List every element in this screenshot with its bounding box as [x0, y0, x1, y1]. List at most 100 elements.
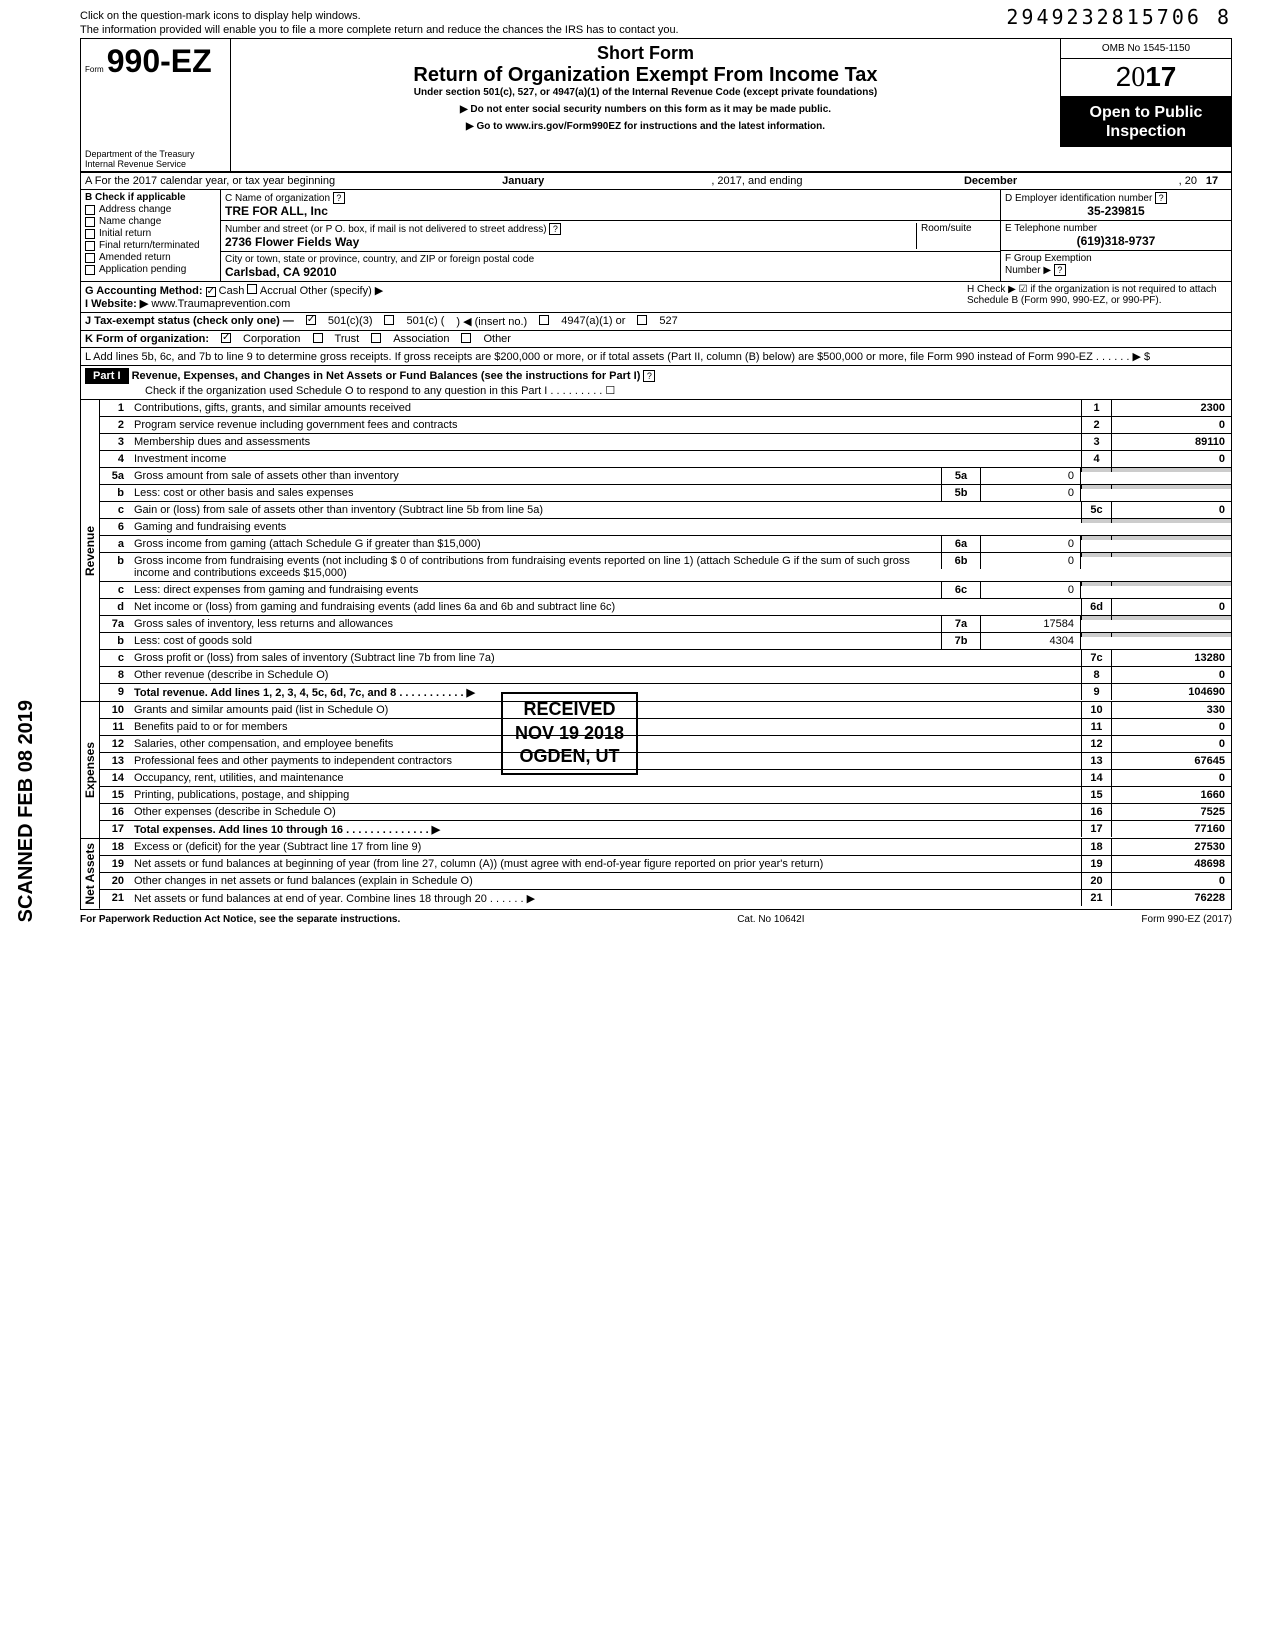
line-desc: Less: direct expenses from gaming and fu… — [130, 582, 941, 598]
cb-accrual[interactable] — [247, 284, 257, 294]
line-c: cGross profit or (loss) from sales of in… — [100, 650, 1231, 667]
barcode: 2949232815706 8 — [1006, 5, 1232, 29]
cb-name[interactable]: Name change — [85, 216, 216, 227]
line-4: 4Investment income40 — [100, 451, 1231, 468]
begin-month: January — [335, 175, 711, 187]
k-corp: Corporation — [243, 333, 300, 345]
line-11: 11Benefits paid to or for members110 — [100, 719, 1231, 736]
checkbox-icon[interactable] — [85, 205, 95, 215]
box-num: 17 — [1081, 821, 1111, 837]
checkbox-icon[interactable] — [85, 241, 95, 251]
part-1-label: Part I — [85, 368, 129, 384]
sub-val: 4304 — [981, 633, 1081, 649]
j-501c3: 501(c)(3) — [328, 315, 373, 328]
line-desc: Net income or (loss) from gaming and fun… — [130, 599, 1081, 615]
line-num: 13 — [100, 753, 130, 769]
dept-left: Department of the Treasury Internal Reve… — [81, 147, 231, 171]
line-num: 6 — [100, 519, 130, 535]
amount — [1111, 582, 1231, 586]
cb-cash[interactable] — [206, 287, 216, 297]
line-desc: Gain or (loss) from sale of assets other… — [130, 502, 1081, 518]
sub-val: 0 — [981, 553, 1081, 569]
amount: 0 — [1111, 599, 1231, 615]
box-num — [1081, 633, 1111, 637]
j-527: 527 — [659, 315, 677, 328]
line-d: dNet income or (loss) from gaming and fu… — [100, 599, 1231, 616]
sub-val: 0 — [981, 485, 1081, 501]
amount: 76228 — [1111, 890, 1231, 906]
amount — [1111, 485, 1231, 489]
amount: 7525 — [1111, 804, 1231, 820]
line-l: L Add lines 5b, 6c, and 7b to line 9 to … — [80, 348, 1232, 366]
line-9: 9Total revenue. Add lines 1, 2, 3, 4, 5c… — [100, 684, 1231, 701]
amount: 0 — [1111, 873, 1231, 889]
revenue-section: Revenue 1Contributions, gifts, grants, a… — [80, 400, 1232, 702]
expense-lines: 10Grants and similar amounts paid (list … — [100, 702, 1231, 838]
checkbox-icon[interactable] — [85, 253, 95, 263]
line-a-label: A For the 2017 calendar year, or tax yea… — [85, 175, 335, 187]
cb-4947[interactable] — [539, 315, 549, 325]
amount: 13280 — [1111, 650, 1231, 666]
line-desc: Other expenses (describe in Schedule O) — [130, 804, 1081, 820]
cb-final[interactable]: Final return/terminated — [85, 240, 216, 251]
sub-val: 0 — [981, 468, 1081, 484]
help-icon[interactable]: ? — [549, 223, 561, 235]
cb-amended[interactable]: Amended return — [85, 252, 216, 263]
k-label: K Form of organization: — [85, 333, 209, 345]
cb-corp[interactable] — [221, 333, 231, 343]
cb-501c3[interactable] — [306, 315, 316, 325]
line-desc: Benefits paid to or for members — [130, 719, 1081, 735]
section-b: B Check if applicable Address change Nam… — [81, 190, 221, 281]
line-3: 3Membership dues and assessments389110 — [100, 434, 1231, 451]
open-public: Open to Public Inspection — [1061, 97, 1231, 147]
line-num: c — [100, 650, 130, 666]
help-icon[interactable]: ? — [1155, 192, 1167, 204]
line-num: b — [100, 633, 130, 649]
cb-pending[interactable]: Application pending — [85, 264, 216, 275]
box-num — [1081, 485, 1111, 489]
amount: 330 — [1111, 702, 1231, 718]
cb-address[interactable]: Address change — [85, 204, 216, 215]
amount — [1111, 519, 1231, 523]
checkbox-icon[interactable] — [85, 217, 95, 227]
line-desc: Gross profit or (loss) from sales of inv… — [130, 650, 1081, 666]
help-icon[interactable]: ? — [643, 370, 655, 382]
cb-other[interactable] — [461, 333, 471, 343]
checkbox-icon[interactable] — [85, 229, 95, 239]
form-title: Return of Organization Exempt From Incom… — [239, 64, 1052, 87]
help-icon[interactable]: ? — [1054, 264, 1066, 276]
box-num: 15 — [1081, 787, 1111, 803]
line-num: 20 — [100, 873, 130, 889]
cb-527[interactable] — [637, 315, 647, 325]
box-num — [1081, 582, 1111, 586]
amount: 48698 — [1111, 856, 1231, 872]
k-assoc: Association — [393, 333, 449, 345]
cb-initial[interactable]: Initial return — [85, 228, 216, 239]
form-left: Form 990-EZ — [81, 39, 231, 147]
cb-assoc[interactable] — [371, 333, 381, 343]
netassets-lines: 18Excess or (deficit) for the year (Subt… — [100, 839, 1231, 909]
line-num: 7a — [100, 616, 130, 632]
j-insert: ) ◀ (insert no.) — [456, 315, 527, 328]
line-num: 12 — [100, 736, 130, 752]
line-a-20: , 20 — [1179, 175, 1197, 187]
form-center: Short Form Return of Organization Exempt… — [231, 39, 1061, 147]
box-num — [1081, 519, 1111, 523]
amount: 27530 — [1111, 839, 1231, 855]
cb-501c[interactable] — [384, 315, 394, 325]
line-desc: Investment income — [130, 451, 1081, 467]
f-label: F Group Exemption — [1005, 253, 1092, 264]
line-desc: Membership dues and assessments — [130, 434, 1081, 450]
cb-trust[interactable] — [313, 333, 323, 343]
line-desc: Other changes in net assets or fund bala… — [130, 873, 1081, 889]
line-8: 8Other revenue (describe in Schedule O)8… — [100, 667, 1231, 684]
help-icon[interactable]: ? — [333, 192, 345, 204]
checkbox-icon[interactable] — [85, 265, 95, 275]
dept-row: Department of the Treasury Internal Reve… — [80, 147, 1232, 172]
line-desc: Occupancy, rent, utilities, and maintena… — [130, 770, 1081, 786]
box-num: 16 — [1081, 804, 1111, 820]
box-num: 3 — [1081, 434, 1111, 450]
line-num: 4 — [100, 451, 130, 467]
line-g-i: G Accounting Method: Cash Accrual Other … — [80, 282, 1232, 313]
line-desc: Less: cost of goods sold — [130, 633, 941, 649]
